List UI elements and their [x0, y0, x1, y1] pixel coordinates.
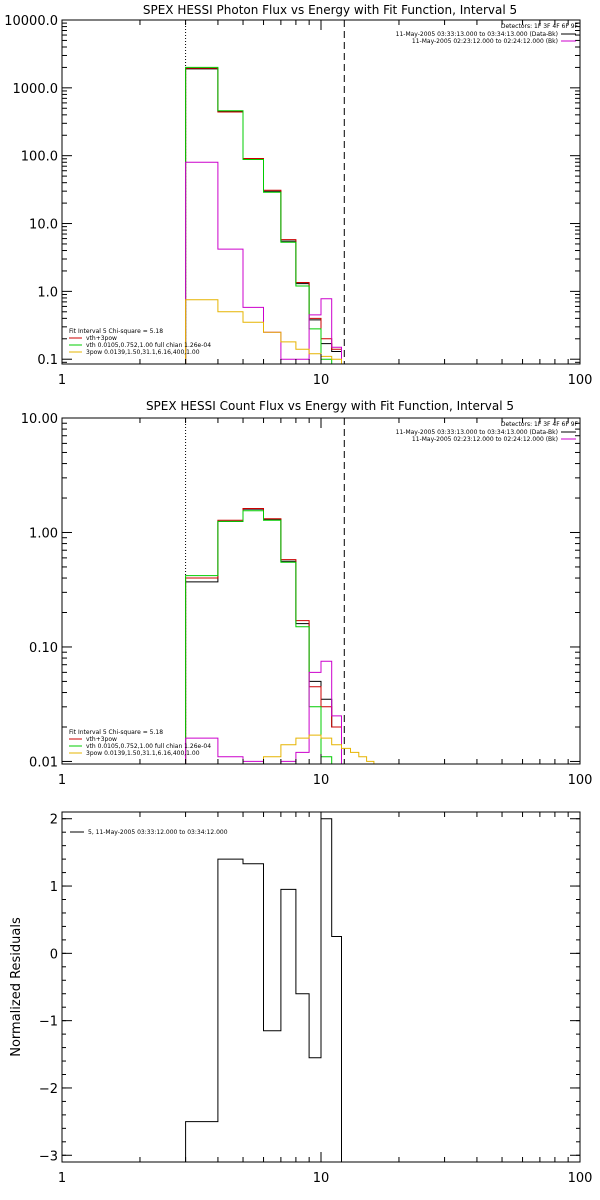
count-flux-y-tick-label: 0.01: [29, 755, 58, 770]
photon-flux-title: SPEX HESSI Photon Flux vs Energy with Fi…: [143, 3, 517, 17]
count-flux-x-tick-label: 10: [313, 773, 330, 788]
count-flux-x-tick-label: 1: [58, 773, 66, 788]
count-flux-y-tick-label: 1.00: [29, 526, 58, 541]
photon-flux-y-tick-label: 0.1: [37, 353, 58, 368]
photon-flux-fit-entry-total: vth+3pow: [86, 335, 117, 342]
photon-flux-y-tick-label: 10000.0: [4, 14, 58, 29]
residuals-ticks: 1 10 100 −3 −2 −1 0 1 2: [39, 812, 593, 1186]
count-flux-title: SPEX HESSI Count Flux vs Energy with Fit…: [146, 399, 514, 413]
count-flux-series-vth-3pow: [185, 508, 342, 764]
count-flux-detectors-label: Detectors: 1F 3F 4F 6F 9F: [501, 421, 579, 428]
photon-flux-legend-entry-bk: 11-May-2005 02:23:12.000 to 02:24:12.000…: [412, 38, 558, 45]
residuals-y-tick-label: −1: [39, 1015, 58, 1030]
photon-flux-legend-entry-data: 11-May-2005 03:33:13.000 to 03:34:13.000…: [396, 31, 558, 38]
photon-flux-panel: SPEX HESSI Photon Flux vs Energy with Fi…: [4, 3, 592, 388]
residuals-series-5-11-may-2005-03-33-12-000-to-03-34-12-000: [185, 818, 342, 1162]
count-flux-marks: [185, 418, 375, 765]
count-flux-fit-entry-vth: vth 0.0105,0.752,1.00 full chian 1.26e-0…: [86, 743, 211, 750]
photon-flux-y-tick-label: 10.0: [29, 218, 58, 233]
residuals-x-tick-label: 10: [313, 1171, 330, 1186]
residuals-y-tick-label: −2: [39, 1082, 58, 1097]
residuals-y-axis-label: Normalized Residuals: [9, 917, 24, 1057]
residuals-y-tick-label: −3: [39, 1149, 58, 1164]
photon-flux-y-tick-label: 1000.0: [13, 82, 59, 97]
residuals-marks: [185, 818, 342, 1162]
count-flux-x-tick-label: 100: [568, 773, 593, 788]
photon-flux-y-tick-label: 100.0: [21, 150, 58, 165]
residuals-y-tick-label: 2: [50, 813, 58, 828]
photon-flux-fit-entry-vth: vth 0.0105,0.752,1.00 full chian 1.26e-0…: [86, 342, 211, 349]
residuals-x-tick-label: 100: [568, 1171, 593, 1186]
count-flux-legend-top: Detectors: 1F 3F 4F 6F 9F 11-May-2005 03…: [396, 421, 579, 443]
photon-flux-legend-top: Detectors: 1F 3F 4F 6F 9F 11-May-2005 03…: [396, 23, 579, 45]
count-flux-series-data-bk: [185, 508, 342, 764]
count-flux-series-vth: [185, 510, 342, 765]
count-flux-fit-entry-3pow: 3pow 0.0139,1.50,31.1,6.16,400,1.00: [86, 750, 200, 757]
count-flux-series-3pow: [263, 734, 375, 764]
photon-flux-fit-header: Fit Interval 5 Chi-square = 5.18: [69, 328, 163, 335]
residuals-x-tick-label: 1: [58, 1171, 66, 1186]
residuals-y-tick-label: 0: [50, 947, 58, 962]
photon-flux-detectors-label: Detectors: 1F 3F 4F 6F 9F: [501, 23, 579, 30]
count-flux-fit-entry-total: vth+3pow: [86, 736, 117, 743]
photon-flux-series-data-bk: [185, 68, 342, 364]
residuals-panel: 1 10 100 −3 −2 −1 0 1 2 Normalized Residuals 5, …: [9, 811, 593, 1186]
residuals-legend: 5, 11-May-2005 03:33:12.000 to 03:34:12.…: [70, 829, 228, 836]
photon-flux-legend-bottom: Fit Interval 5 Chi-square = 5.18 vth+3po…: [69, 328, 211, 356]
count-flux-legend-bottom: Fit Interval 5 Chi-square = 5.18 vth+3po…: [69, 729, 211, 757]
photon-flux-ticks: 1 10 100 0.1 1.0 10.0 100.0 1000.0 10000.0: [4, 14, 592, 388]
photon-flux-x-tick-label: 100: [568, 373, 593, 388]
photon-flux-y-tick-label: 1.0: [37, 285, 58, 300]
photon-flux-series-vth-3pow: [185, 67, 342, 364]
count-flux-y-tick-label: 10.00: [21, 412, 58, 427]
count-flux-panel: SPEX HESSI Count Flux vs Energy with Fit…: [21, 399, 593, 788]
count-flux-fit-header: Fit Interval 5 Chi-square = 5.18: [69, 729, 163, 736]
count-flux-legend-entry-data: 11-May-2005 03:33:13.000 to 03:34:13.000…: [396, 429, 558, 436]
residuals-y-tick-label: 1: [50, 880, 58, 895]
photon-flux-fit-entry-3pow: 3pow 0.0139,1.50,31.1,6.16,400,1.00: [86, 349, 200, 356]
count-flux-legend-entry-bk: 11-May-2005 02:23:12.000 to 02:24:12.000…: [412, 436, 558, 443]
count-flux-y-tick-label: 0.10: [29, 641, 58, 656]
count-flux-ticks: 1 10 100 0.01 0.10 1.00 10.00: [21, 412, 593, 788]
photon-flux-marks: [185, 20, 345, 365]
photon-flux-x-tick-label: 1: [58, 373, 66, 388]
photon-flux-x-tick-label: 10: [313, 373, 330, 388]
residuals-legend-entry: 5, 11-May-2005 03:33:12.000 to 03:34:12.…: [88, 829, 228, 836]
count-flux-series-bk: [185, 660, 342, 765]
photon-flux-series-3pow: [185, 299, 342, 364]
